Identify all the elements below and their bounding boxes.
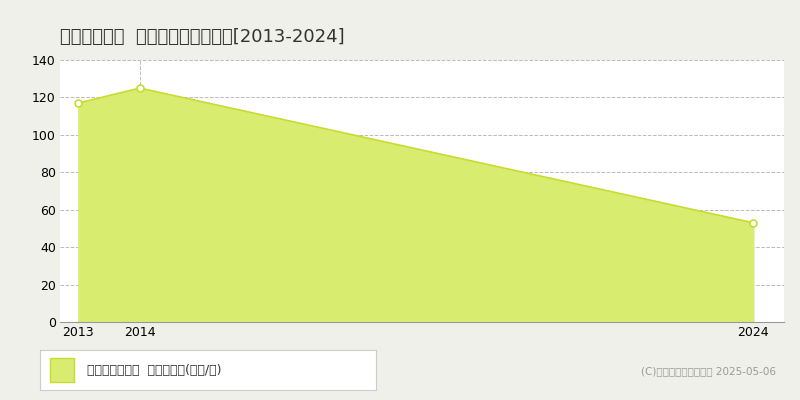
Point bbox=[134, 85, 146, 91]
Text: (C)土地価格ドットコム 2025-05-06: (C)土地価格ドットコム 2025-05-06 bbox=[641, 366, 776, 376]
Point bbox=[72, 100, 85, 106]
FancyBboxPatch shape bbox=[50, 358, 74, 382]
Point bbox=[747, 220, 760, 226]
Text: マンション価格  平均坪単価(万円/坪): マンション価格 平均坪単価(万円/坪) bbox=[87, 364, 222, 376]
Text: 足利市新山町  マンション価格推移[2013-2024]: 足利市新山町 マンション価格推移[2013-2024] bbox=[60, 28, 345, 46]
